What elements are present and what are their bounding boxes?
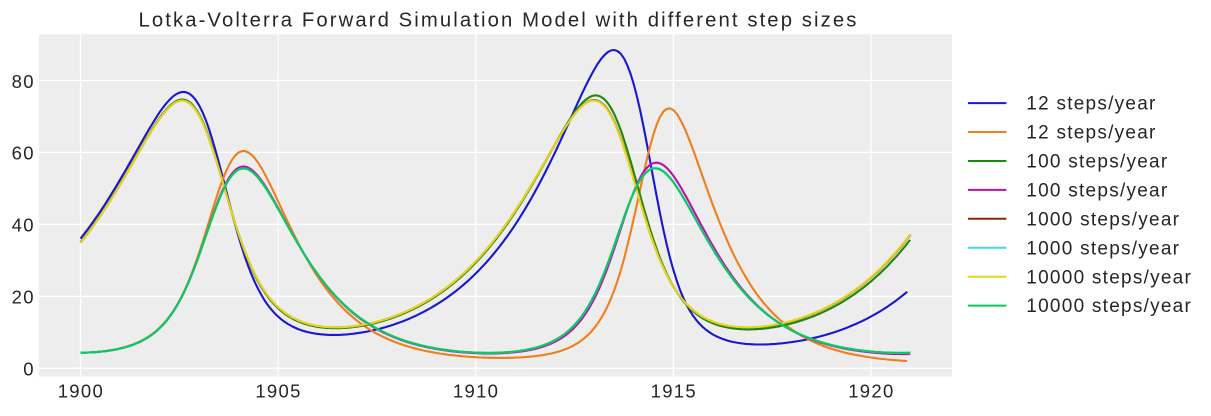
svg-text:100 steps/year: 100 steps/year [1026,181,1168,202]
svg-text:40: 40 [12,215,35,236]
svg-text:12 steps/year: 12 steps/year [1026,123,1156,144]
svg-text:10000 steps/year: 10000 steps/year [1026,267,1192,288]
svg-text:1920: 1920 [848,380,894,401]
svg-text:0: 0 [23,359,35,380]
svg-text:1000 steps/year: 1000 steps/year [1026,238,1180,259]
svg-text:20: 20 [12,287,35,308]
svg-text:1915: 1915 [651,380,697,401]
svg-text:80: 80 [12,71,35,92]
svg-text:100 steps/year: 100 steps/year [1026,152,1168,173]
svg-text:1000 steps/year: 1000 steps/year [1026,209,1180,230]
svg-text:1910: 1910 [453,380,499,401]
svg-text:60: 60 [12,143,35,164]
svg-text:1905: 1905 [255,380,301,401]
svg-text:10000 steps/year: 10000 steps/year [1026,296,1192,317]
svg-text:Lotka-Volterra Forward Simulat: Lotka-Volterra Forward Simulation Model … [138,9,858,31]
svg-text:12 steps/year: 12 steps/year [1026,94,1156,115]
svg-text:1900: 1900 [58,380,104,401]
